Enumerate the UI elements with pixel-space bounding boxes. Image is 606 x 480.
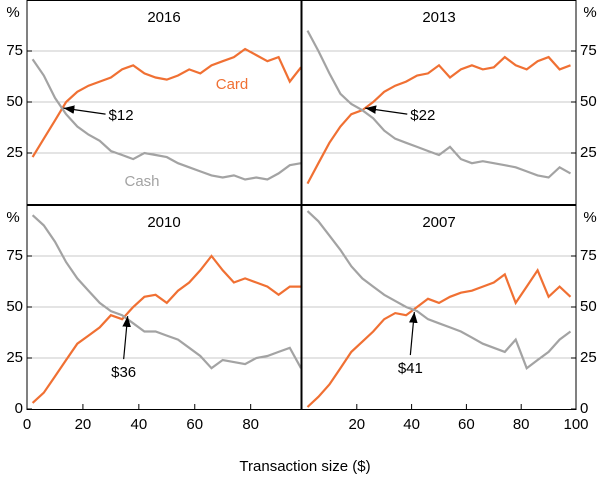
y-tick-label: 75: [6, 42, 23, 59]
x-tick-label: 0: [23, 416, 31, 433]
y-tick-label: 75: [6, 247, 23, 264]
annotation-arrow: [365, 105, 408, 115]
series-line: [31, 254, 301, 404]
y-tick-label: 25: [6, 349, 23, 366]
annotation-arrow: [409, 311, 418, 356]
x-tick-label: 80: [242, 416, 259, 433]
x-tick-label: 60: [186, 416, 203, 433]
x-tick-label: 80: [513, 416, 530, 433]
panel-title: 2010: [147, 214, 180, 231]
x-tick-label: 40: [130, 416, 147, 433]
annotation-arrow: [63, 105, 106, 115]
annotation-label: $41: [398, 360, 423, 377]
y-tick-label: 50: [6, 298, 23, 315]
series-line: [31, 214, 302, 370]
y-tick-label: 0: [580, 400, 588, 417]
panel-frame: [301, 205, 577, 410]
annotation-label: $36: [111, 364, 136, 381]
y-tick-label: 75: [580, 247, 597, 264]
series-line: [306, 30, 572, 179]
annotation-arrow: [122, 316, 131, 360]
y-tick-label: 75: [580, 42, 597, 59]
y-tick-label: 25: [580, 144, 597, 161]
y-tick-label: 50: [580, 93, 597, 110]
x-axis-label: Transaction size ($): [239, 458, 370, 475]
series-line: [306, 55, 571, 185]
x-tick-label: 20: [75, 416, 92, 433]
x-tick-label: 40: [403, 416, 420, 433]
series-line: [31, 58, 302, 181]
y-unit: %: [6, 4, 19, 21]
x-tick-label: 20: [348, 416, 365, 433]
y-unit: %: [583, 4, 596, 21]
panel-frame: [26, 205, 302, 410]
y-unit: %: [583, 209, 596, 226]
panel-frame: [26, 0, 302, 205]
panel-title: 2016: [147, 9, 180, 26]
annotation-label: $22: [410, 107, 435, 124]
panel-title: 2013: [422, 9, 455, 26]
y-tick-label: 50: [580, 298, 597, 315]
panel-title: 2007: [422, 214, 455, 231]
series-line: [306, 210, 572, 370]
annotation-label: $12: [109, 107, 134, 124]
series-label: Card: [216, 76, 249, 93]
series-line: [306, 267, 572, 408]
panel-frame: [301, 0, 577, 205]
y-tick-label: 25: [6, 144, 23, 161]
series-label: Cash: [124, 173, 159, 190]
series-line: [31, 47, 302, 158]
y-tick-label: 25: [580, 349, 597, 366]
x-tick-label: 100: [563, 416, 588, 433]
y-tick-label: 50: [6, 93, 23, 110]
x-tick-label: 60: [458, 416, 475, 433]
y-unit: %: [6, 209, 19, 226]
y-tick-label: 0: [15, 400, 23, 417]
